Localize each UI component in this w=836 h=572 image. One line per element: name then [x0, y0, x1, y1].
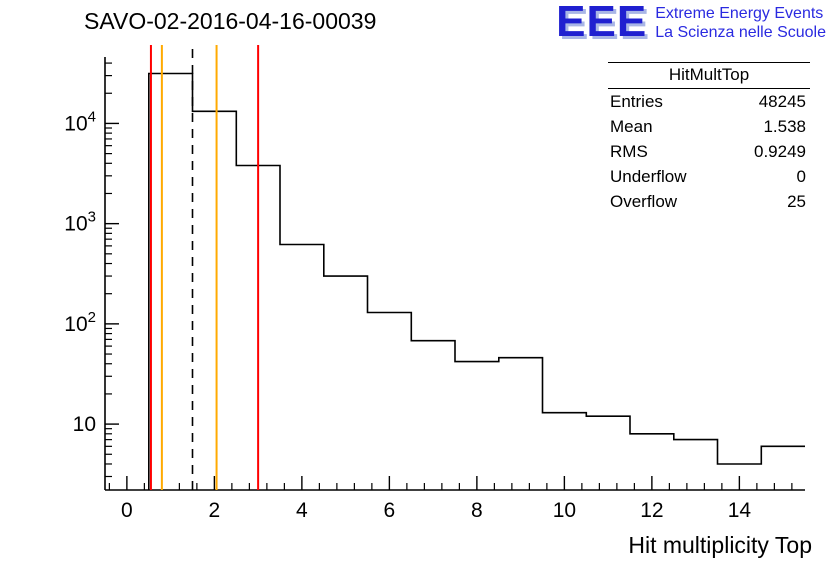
stats-box: HitMultTop Entries 48245 Mean 1.538 RMS …	[608, 62, 810, 214]
histogram-step-line	[148, 72, 805, 490]
stats-value: 0.9249	[754, 142, 806, 161]
x-tick-label: 6	[384, 499, 396, 522]
stats-value: 48245	[758, 92, 806, 111]
stats-row-rms: RMS 0.9249	[608, 139, 810, 164]
eee-logo-line1: Extreme Energy Events	[655, 5, 824, 22]
stats-row-underflow: Underflow 0	[608, 164, 810, 189]
stats-label: Underflow	[610, 167, 687, 186]
x-tick-label: 12	[640, 499, 663, 522]
x-tick-label: 14	[728, 499, 752, 522]
stats-label: Entries	[610, 92, 663, 111]
y-tick-label: 103	[64, 209, 96, 236]
eee-logo: EEE Extreme Energy Events La Scienza nel…	[556, 0, 826, 46]
x-tick-label: 8	[471, 499, 483, 522]
stats-label: Overflow	[610, 192, 678, 211]
stats-value: 0	[796, 167, 806, 186]
x-tick-label: 2	[209, 499, 221, 522]
eee-logo-line2: La Scienza nelle Scuole	[655, 24, 826, 41]
x-axis-title: Hit multiplicity Top	[628, 532, 812, 558]
stats-label: RMS	[610, 142, 648, 161]
stats-row-entries: Entries 48245	[608, 89, 810, 114]
eee-logo-acronym: EEE	[556, 0, 648, 46]
x-tick-label: 0	[121, 499, 133, 522]
y-tick-label: 102	[64, 309, 96, 336]
eee-logo-text: Extreme Energy Events La Scienza nelle S…	[655, 4, 826, 42]
y-tick-label: 104	[64, 108, 96, 135]
stats-row-overflow: Overflow 25	[608, 189, 810, 214]
stats-label: Mean	[610, 117, 653, 136]
y-tick-label: 10	[73, 413, 96, 436]
stats-row-mean: Mean 1.538	[608, 114, 810, 139]
stats-value: 1.538	[763, 117, 806, 136]
x-tick-label: 4	[296, 499, 308, 522]
stats-value: 25	[787, 192, 806, 211]
stats-box-title: HitMultTop	[608, 63, 810, 89]
x-tick-label: 10	[553, 499, 576, 522]
page-title: SAVO-02-2016-04-16-00039	[84, 8, 377, 34]
